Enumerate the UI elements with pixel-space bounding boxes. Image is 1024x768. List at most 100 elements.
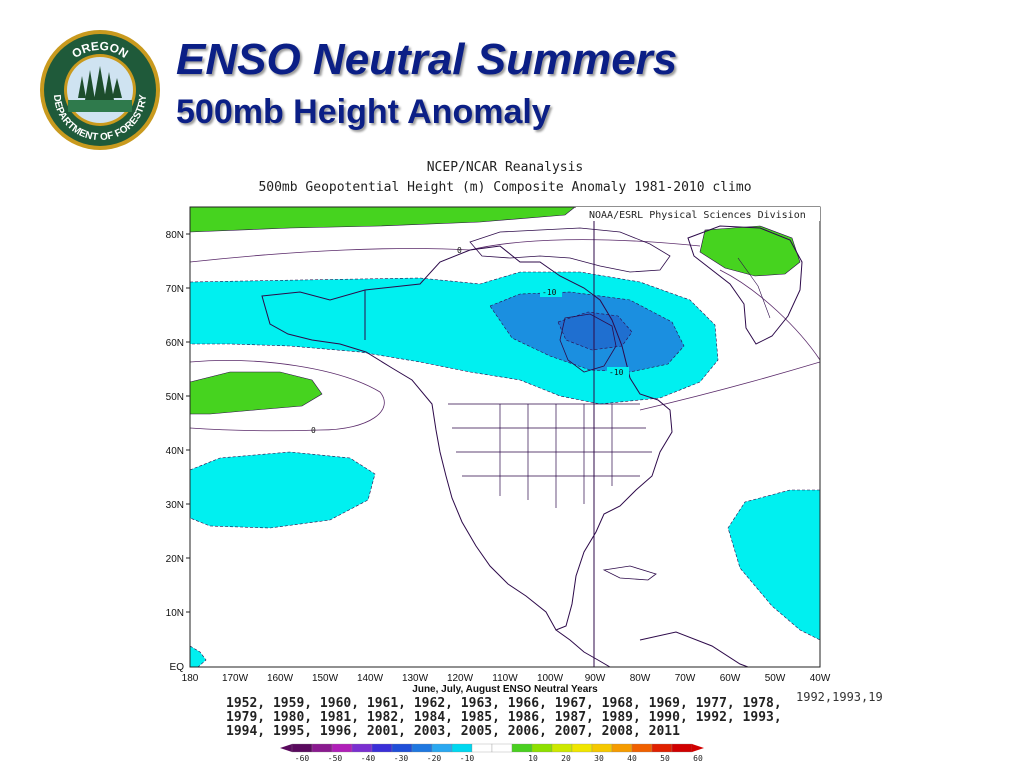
colorbar-label: 20 [561, 754, 571, 763]
lon-label: 140W [357, 673, 384, 684]
colorbar-swatch [651, 743, 673, 753]
colorbar-swatch [591, 743, 613, 753]
colorbar-swatch [371, 743, 393, 753]
lon-label: 150W [312, 673, 339, 684]
colorbar-label: -60 [295, 754, 310, 763]
colorbar-swatch [311, 743, 333, 753]
years-overflow-text: 1992,1993,19 [796, 690, 883, 704]
slide-title: ENSO Neutral Summers [176, 35, 678, 84]
lat-label: 60N [166, 338, 184, 349]
lon-label: 110W [492, 673, 518, 684]
lon-label: 180 [182, 673, 199, 684]
colorbar [280, 743, 704, 753]
lat-label: 70N [166, 284, 184, 295]
hudson-bay-outline [559, 313, 617, 373]
credit-box [576, 207, 820, 221]
contour-label-2: -10 [609, 368, 624, 377]
colorbar-swatch [431, 743, 453, 753]
contour-label-3: 0 [457, 246, 462, 255]
colorbar-labels: -60 -50 -40 -30 -20 -10 10 20 30 40 50 6… [295, 754, 703, 763]
colorbar-swatch [491, 743, 513, 753]
lat-label: 30N [166, 500, 184, 511]
colorbar-swatch [451, 743, 473, 753]
colorbar-swatch [631, 743, 653, 753]
us-state-lines [448, 403, 652, 508]
lon-label: 70W [675, 673, 696, 684]
lat-ticks [186, 233, 190, 613]
positive-anomaly-pacific [190, 371, 323, 415]
lon-label: 90W [585, 673, 606, 684]
lon-label: 50W [765, 673, 786, 684]
colorbar-swatch [551, 743, 573, 753]
lon-label: 130W [402, 673, 429, 684]
colorbar-swatch [391, 743, 413, 753]
lon-label: 160W [267, 673, 294, 684]
colorbar-swatch [511, 743, 533, 753]
lat-label: 80N [166, 230, 184, 241]
colorbar-swatch [671, 743, 693, 753]
credit-text: NOAA/ESRL Physical Sciences Division [589, 210, 806, 221]
years-line: 1952, 1959, 1960, 1961, 1962, 1963, 1966… [226, 696, 782, 711]
svg-text:OREGON: OREGON [69, 39, 130, 61]
colorbar-label: -50 [328, 754, 343, 763]
lat-label: 20N [166, 554, 184, 565]
canadian-arctic-islands [469, 227, 671, 273]
colorbar-label: -30 [394, 754, 409, 763]
zero-contour-atlantic [639, 361, 820, 411]
colorbar-arrow-right [692, 744, 704, 752]
positive-anomaly-top-left [190, 207, 576, 233]
colorbar-label: 50 [660, 754, 670, 763]
lon-label: 120W [447, 673, 474, 684]
negative-anomaly-mid-pacific [190, 451, 376, 529]
map-header-line1: NCEP/NCAR Reanalysis [426, 160, 584, 175]
lat-label: 50N [166, 392, 184, 403]
lon-label: 40W [810, 673, 831, 684]
colorbar-arrow-left [280, 744, 292, 752]
colorbar-swatch [611, 743, 633, 753]
south-america-outline [639, 631, 749, 667]
colorbar-swatch [411, 743, 433, 753]
years-line: 1979, 1980, 1981, 1982, 1984, 1985, 1986… [226, 710, 782, 725]
colorbar-swatch [471, 743, 493, 753]
central-america-outline [555, 629, 611, 667]
lat-label: EQ [170, 662, 185, 673]
lon-label: 100W [537, 673, 564, 684]
colorbar-label: -40 [361, 754, 376, 763]
season-label: June, July, August ENSO Neutral Years [412, 684, 598, 695]
contour-label-4: 0 [311, 426, 316, 435]
lat-label: 10N [166, 608, 184, 619]
lat-label: 40N [166, 446, 184, 457]
colorbar-label: -10 [460, 754, 475, 763]
negative-anomaly-core-30 [557, 311, 633, 351]
north-america-outline [261, 245, 673, 631]
cuba-outline [602, 565, 657, 581]
years-list: 1952, 1959, 1960, 1961, 1962, 1963, 1966… [226, 697, 782, 739]
lon-label: 170W [222, 673, 249, 684]
lon-axis: 180 170W 160W 150W 140W 130W 120W 110W 1… [182, 673, 831, 684]
colorbar-swatch [351, 743, 373, 753]
colorbar-swatch [291, 743, 313, 753]
greenland-outline [687, 225, 803, 345]
map-frame [189, 206, 821, 668]
lon-label: 60W [720, 673, 741, 684]
contour-label-1: -10 [542, 288, 557, 297]
slide-subtitle: 500mb Height Anomaly [176, 93, 551, 131]
lat-axis: 80N 70N 60N 50N 40N 30N 20N 10N EQ [166, 230, 185, 673]
positive-anomaly-greenland [699, 225, 801, 277]
colorbar-swatch [531, 743, 553, 753]
colorbar-label: 10 [528, 754, 538, 763]
years-line: 1994, 1995, 1996, 2001, 2003, 2005, 2006… [226, 724, 680, 739]
colorbar-swatch [331, 743, 353, 753]
colorbar-label: 30 [594, 754, 604, 763]
colorbar-label: 60 [693, 754, 703, 763]
zero-contour-pacific [190, 360, 385, 432]
logo-top-text: OREGON [69, 39, 130, 61]
lon-label: 80W [630, 673, 651, 684]
negative-anomaly-equator [190, 645, 207, 667]
map-header-line2: 500mb Geopotential Height (m) Composite … [258, 180, 752, 195]
colorbar-swatch [571, 743, 593, 753]
oregon-forestry-logo: OREGON DEPARTMENT OF FORESTRY [40, 30, 160, 150]
colorbar-label: 40 [627, 754, 637, 763]
zero-contour-east [719, 269, 820, 361]
